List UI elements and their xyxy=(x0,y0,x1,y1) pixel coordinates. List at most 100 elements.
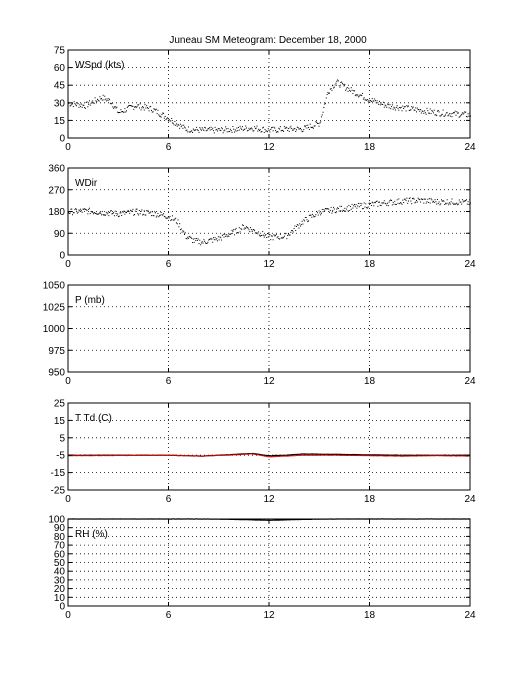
data-point xyxy=(457,203,459,205)
data-point xyxy=(262,231,264,233)
data-point xyxy=(226,236,228,238)
data-point xyxy=(83,105,85,107)
data-point xyxy=(443,115,445,117)
y-tick-label: -15 xyxy=(51,468,66,479)
data-point xyxy=(327,91,329,93)
data-point xyxy=(320,214,322,216)
data-point xyxy=(331,89,333,91)
data-point xyxy=(203,239,205,241)
data-point xyxy=(312,215,314,217)
data-point xyxy=(263,236,265,238)
data-point xyxy=(231,131,233,133)
data-point xyxy=(146,105,148,107)
data-point xyxy=(142,213,144,215)
data-point xyxy=(333,208,335,210)
data-point xyxy=(318,125,320,127)
data-point xyxy=(88,100,90,102)
data-point xyxy=(395,203,397,205)
data-point xyxy=(380,102,382,104)
data-point xyxy=(269,131,271,133)
data-point xyxy=(358,206,360,208)
data-point xyxy=(122,111,124,113)
data-point xyxy=(327,208,329,210)
data-point xyxy=(290,125,292,127)
data-point xyxy=(436,203,438,205)
data-point xyxy=(118,215,120,217)
data-point xyxy=(390,199,392,201)
data-point xyxy=(363,97,365,99)
data-point xyxy=(164,115,166,117)
y-tick-label: 30 xyxy=(54,98,66,109)
data-point xyxy=(453,112,455,114)
data-point xyxy=(428,202,430,204)
data-point xyxy=(405,200,407,202)
data-point xyxy=(350,208,352,210)
data-point xyxy=(409,109,411,111)
data-point xyxy=(391,200,393,202)
data-point xyxy=(152,214,154,216)
data-point xyxy=(464,111,466,113)
data-point xyxy=(80,106,82,108)
data-point xyxy=(80,103,82,105)
data-point xyxy=(212,127,214,129)
data-point xyxy=(424,198,426,200)
data-point xyxy=(386,106,388,108)
data-point xyxy=(211,128,213,130)
data-point xyxy=(315,214,317,216)
data-point xyxy=(368,202,370,204)
data-point xyxy=(167,120,169,122)
data-point xyxy=(171,117,173,119)
data-point xyxy=(436,110,438,112)
data-point xyxy=(134,106,136,108)
data-point xyxy=(146,107,148,109)
data-point xyxy=(167,216,169,218)
data-point xyxy=(340,210,342,212)
data-point xyxy=(310,126,312,128)
y-tick-label: 50 xyxy=(54,558,66,569)
data-point xyxy=(192,128,194,130)
data-point xyxy=(337,207,339,209)
x-tick-label: 6 xyxy=(166,494,172,505)
data-point xyxy=(164,216,166,218)
data-point xyxy=(407,202,409,204)
data-point xyxy=(93,102,95,104)
data-point xyxy=(254,128,256,130)
data-point xyxy=(330,87,332,89)
data-point xyxy=(105,98,107,100)
data-point xyxy=(249,129,251,131)
data-point xyxy=(437,110,439,112)
data-point xyxy=(79,210,81,212)
x-tick-label: 18 xyxy=(364,494,376,505)
data-point xyxy=(382,101,384,103)
data-point xyxy=(427,198,429,200)
data-point xyxy=(177,219,179,221)
data-point xyxy=(246,127,248,129)
data-point xyxy=(190,130,192,132)
data-point xyxy=(334,84,336,86)
data-point xyxy=(237,130,239,132)
data-point xyxy=(237,232,239,234)
data-point xyxy=(466,203,468,205)
data-point xyxy=(227,128,229,130)
data-point xyxy=(104,95,106,97)
data-point xyxy=(246,226,248,228)
data-point xyxy=(95,212,97,214)
data-point xyxy=(92,211,94,213)
data-point xyxy=(296,224,298,226)
data-point xyxy=(197,238,199,240)
data-point xyxy=(319,212,321,214)
data-point xyxy=(138,107,140,109)
data-point xyxy=(304,126,306,128)
data-point xyxy=(250,227,252,229)
data-point xyxy=(329,88,331,90)
data-point xyxy=(451,198,453,200)
data-point xyxy=(372,202,374,204)
data-point xyxy=(213,239,215,241)
data-point xyxy=(255,127,257,129)
data-point xyxy=(447,115,449,117)
data-point xyxy=(300,225,302,227)
data-point xyxy=(466,116,468,118)
data-point xyxy=(76,105,78,107)
data-point xyxy=(136,208,138,210)
data-point xyxy=(259,129,261,131)
